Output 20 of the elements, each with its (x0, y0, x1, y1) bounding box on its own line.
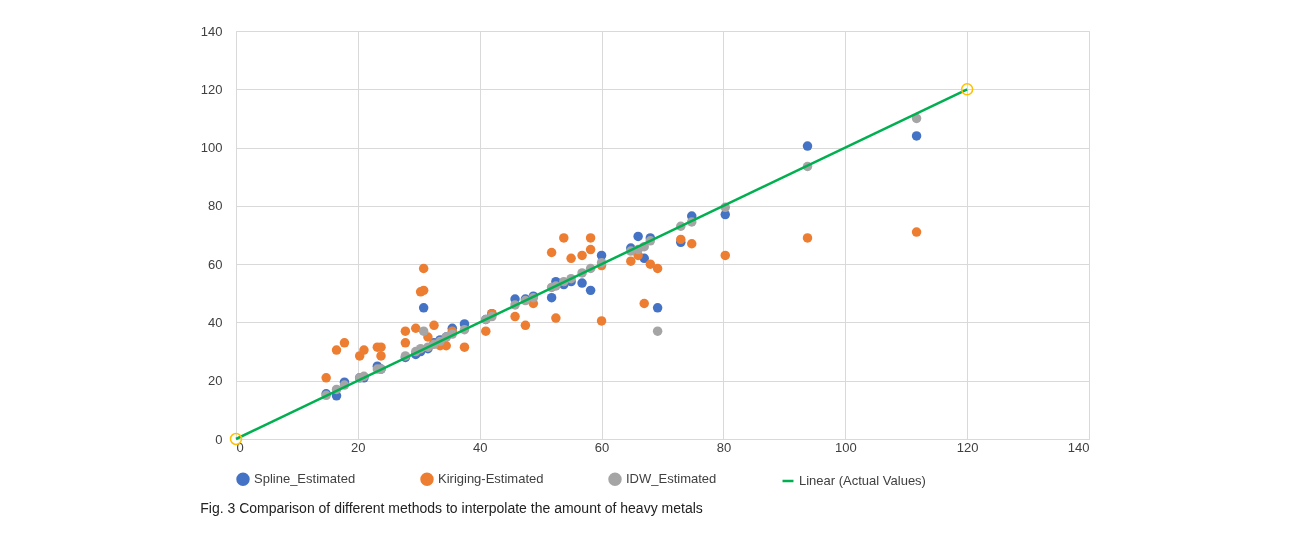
x-tick-label: 120 (956, 439, 979, 455)
x-tick-label: 80 (716, 439, 732, 455)
legend-label: Spline_Estimated (254, 471, 356, 487)
x-tick-label: 20 (351, 439, 366, 455)
x-tick-label: 100 (834, 439, 857, 455)
y-tick-label: 60 (208, 256, 223, 272)
x-tick-label: 60 (594, 439, 610, 455)
x-tick-label: 140 (1067, 439, 1090, 455)
y-tick-label: 120 (200, 81, 223, 97)
x-tick-label: 40 (472, 439, 488, 455)
y-tick-label: 40 (208, 314, 223, 330)
text: Fig. 3 Comparison of different methods to interpolate the amount of heavy metals (200, 500, 703, 516)
y-tick-label: 100 (200, 140, 223, 156)
x-tick-label: 0 (236, 439, 244, 455)
y-tick-label: 20 (208, 373, 223, 389)
y-tick-label: 140 (200, 23, 223, 39)
legend-label: Kiriging-Estimated (438, 471, 544, 487)
legend-label: IDW_Estimated (626, 471, 717, 487)
y-tick-label: 80 (208, 198, 223, 214)
legend-label: Linear (Actual Values) (799, 473, 926, 488)
